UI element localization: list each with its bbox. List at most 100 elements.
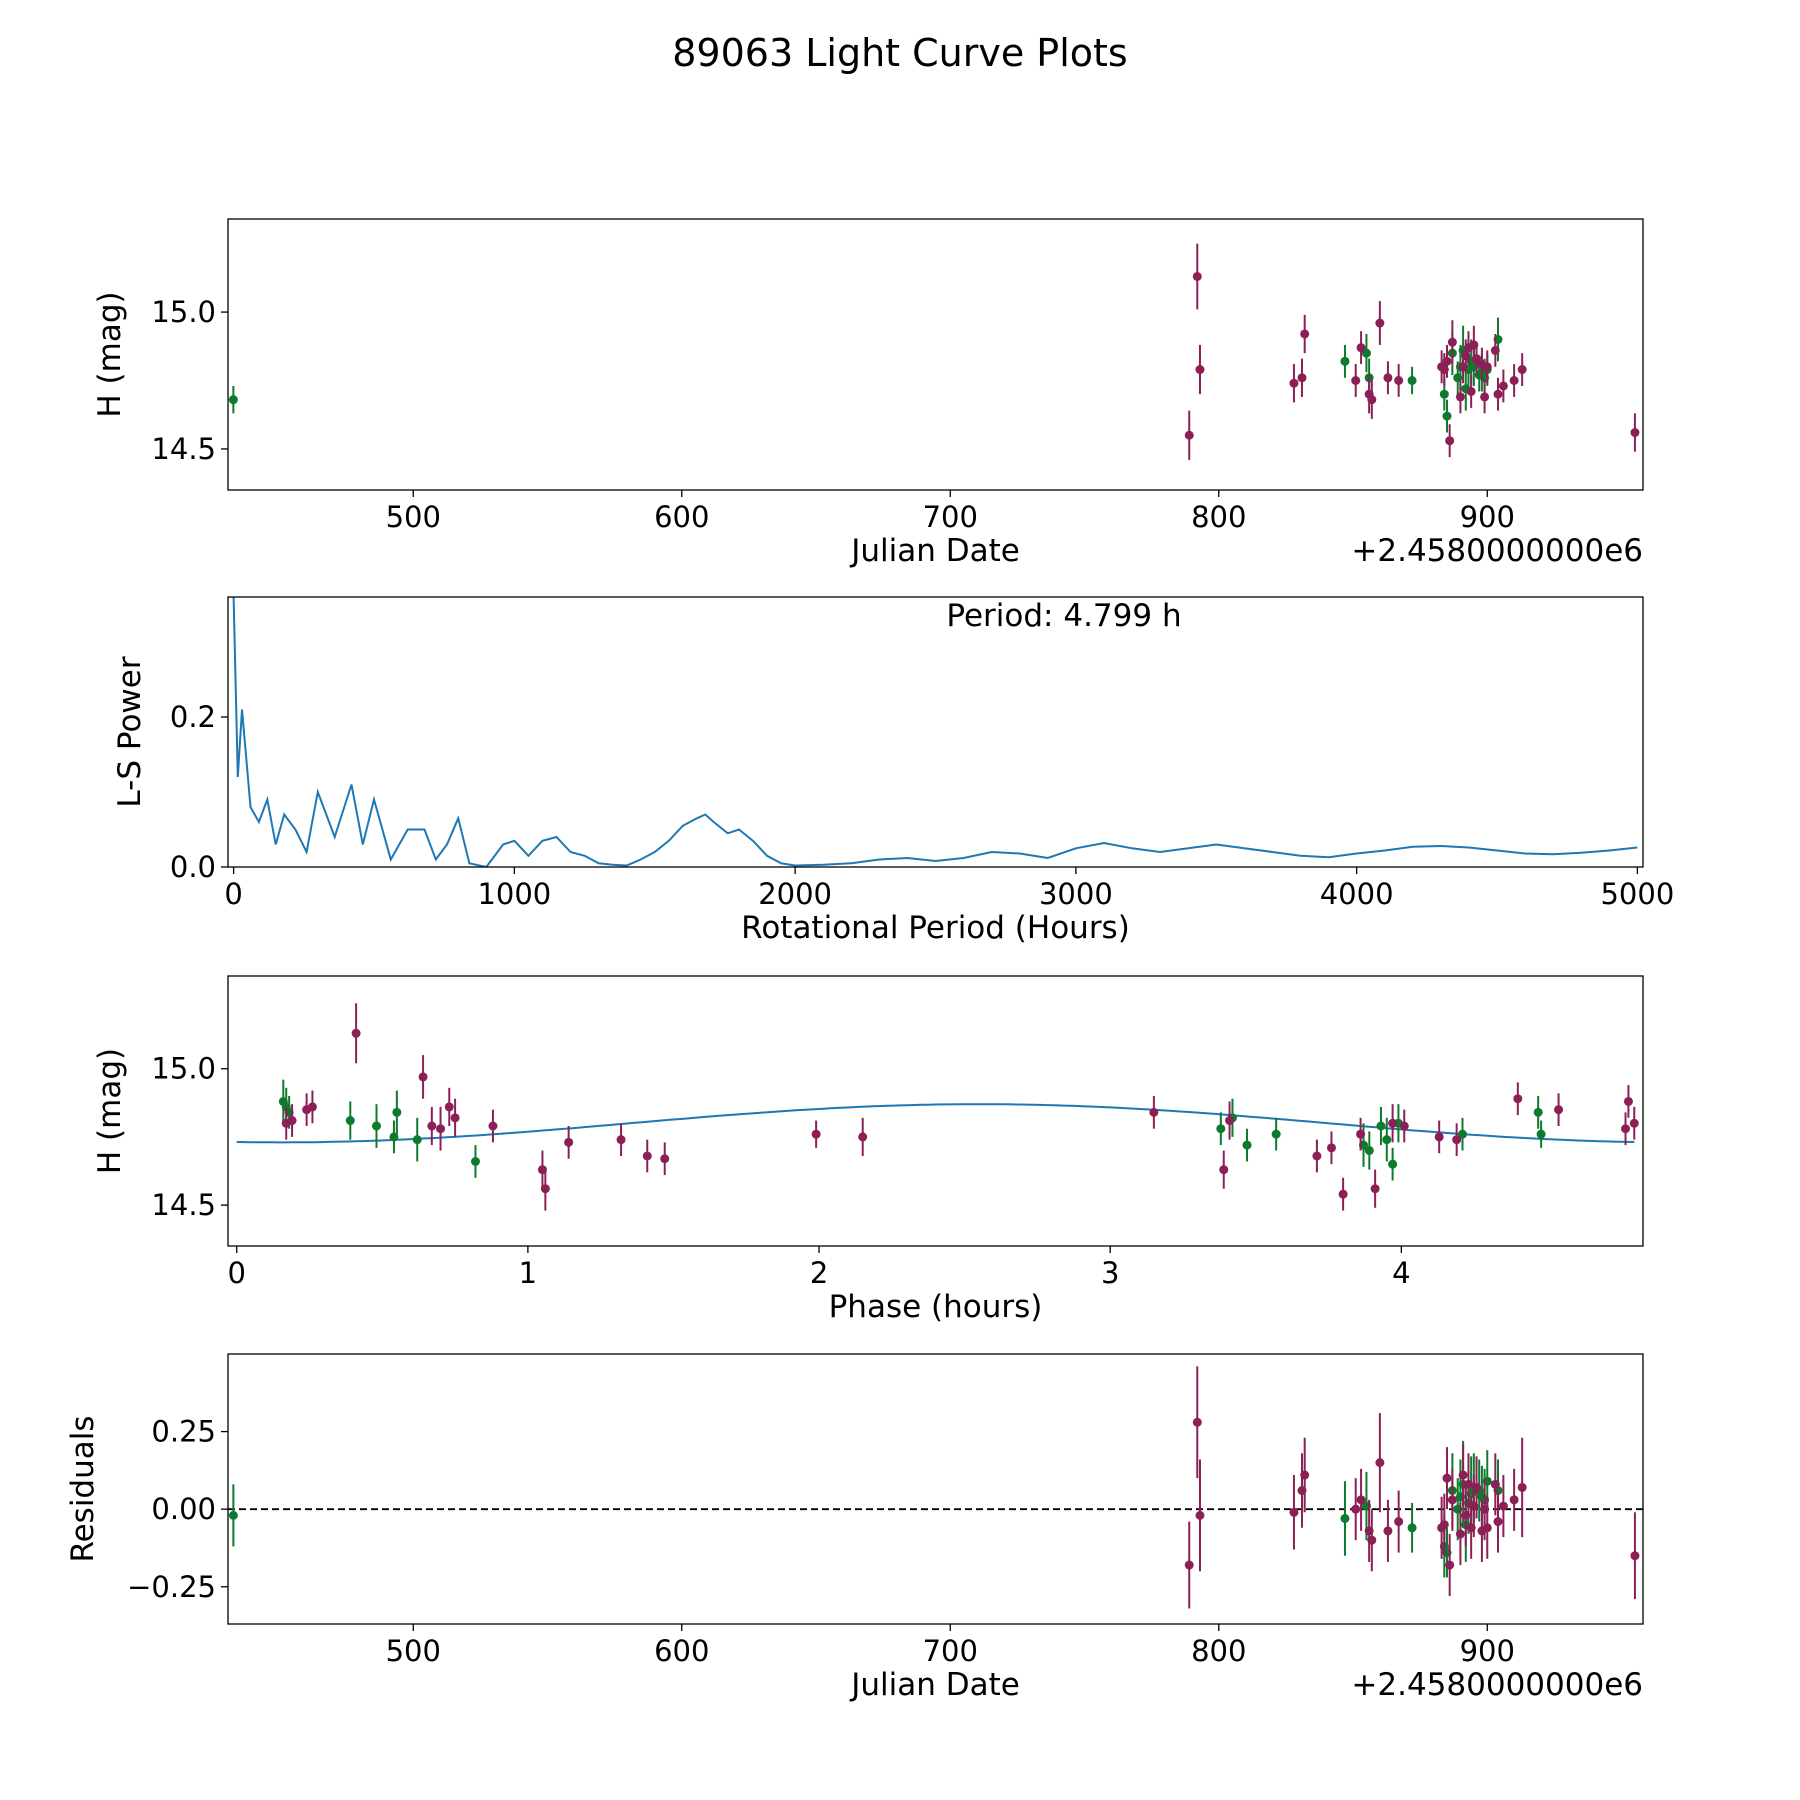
green-data-point [371,1121,381,1131]
x-tick-label: 4000 [1320,877,1394,911]
plot-area [236,1003,1639,1211]
plot-area [232,597,1638,867]
y-tick-label: 0.00 [151,1492,216,1526]
green-data-point [1388,1159,1398,1169]
x-axis-label: Phase (hours) [829,1289,1043,1325]
purple-data-point [1356,1495,1366,1505]
purple-data-point [1480,392,1490,402]
x-tick-label: 2000 [758,877,832,911]
y-tick-label: 0.0 [170,850,216,884]
y-tick-label: 15.0 [151,295,216,329]
purple-data-point [1442,1473,1452,1483]
green-data-point [1407,376,1417,386]
x-tick-label: 500 [386,500,441,534]
phase-folded-light-curve-panel: 0 1 2 3 4 14.5 15.0 Phase (hours) H (mag) [92,975,1644,1325]
purple-data-point [1630,428,1640,438]
y-tick-label: 0.25 [151,1415,216,1449]
green-data-point [1364,1146,1374,1156]
axes-frame [227,596,1644,868]
purple-data-point [1326,1143,1336,1153]
x-tick-label: 0 [228,1256,246,1290]
purple-data-point [1517,365,1527,375]
green-data-point [389,1132,399,1142]
purple-data-point [660,1154,670,1164]
purple-data-point [1629,1118,1639,1128]
purple-data-point [858,1132,868,1142]
y-tick-label: 0.2 [170,700,216,734]
purple-data-point [1554,1105,1564,1115]
purple-data-point [1375,1458,1385,1468]
plot-area [228,1366,1643,1609]
purple-data-point [1498,1501,1508,1511]
green-data-point [1340,356,1350,366]
x-tick-label: 600 [654,1634,709,1668]
purple-data-point [564,1137,574,1147]
green-data-point [1439,389,1449,399]
purple-data-point [1455,1529,1465,1539]
purple-data-point [1192,271,1202,281]
x-axis-offset-label: +2.4580000000e6 [1351,1667,1643,1703]
purple-data-point [1452,1135,1462,1145]
figure-title: 89063 Light Curve Plots [672,31,1127,75]
purple-data-point [1192,1417,1202,1427]
purple-data-point [427,1121,437,1131]
lomb-scargle-periodogram-panel: 0 1000 2000 3000 4000 5000 0.0 0.2 Rotational Pe… [112,596,1674,946]
green-data-point [1457,1129,1467,1139]
green-data-point [1376,1121,1386,1131]
purple-data-point [1289,1507,1299,1517]
purple-data-point [1490,345,1500,355]
axes-frame [227,1353,1644,1625]
purple-data-point [1300,1470,1310,1480]
purple-data-point [1509,376,1519,386]
purple-data-point [351,1028,361,1038]
x-tick-label: 800 [1191,1634,1246,1668]
subplots: 500 600 700 800 900 14.5 15.0 Julian Date H (mag… [65,218,1674,1703]
x-axis-label: Rotational Period (Hours) [741,910,1130,946]
purple-data-point [488,1121,498,1131]
purple-data-point [1445,1560,1455,1570]
purple-data-point [540,1184,550,1194]
purple-data-point [1289,378,1299,388]
x-tick-label: 1000 [477,877,551,911]
purple-data-point [1509,1495,1519,1505]
purple-data-point [1383,1526,1393,1536]
purple-data-point [1466,386,1476,396]
purple-data-point [1623,1096,1633,1106]
purple-data-point [1195,1510,1205,1520]
purple-data-point [1394,376,1404,386]
x-axis-label: Julian Date [849,1667,1020,1703]
purple-data-point [1493,1517,1503,1527]
purple-data-point [1367,395,1377,405]
purple-data-point [1184,1560,1194,1570]
y-axis-label: H (mag) [92,291,128,417]
purple-data-point [1225,1116,1235,1126]
purple-data-point [1351,1504,1361,1514]
purple-data-point [1375,318,1385,328]
green-data-point [1271,1129,1281,1139]
purple-data-point [1370,1184,1380,1194]
purple-data-point [1434,1132,1444,1142]
purple-data-point [1463,1479,1473,1489]
purple-data-point [1219,1165,1229,1175]
purple-data-point [1399,1121,1409,1131]
x-axis-label: Julian Date [849,533,1020,569]
purple-data-point [1458,1470,1468,1480]
green-data-point [1407,1523,1417,1533]
purple-data-point [307,1102,317,1112]
x-tick-label: 600 [654,500,709,534]
purple-data-point [616,1135,626,1145]
purple-data-point [1394,1517,1404,1527]
y-tick-label: 14.5 [151,432,216,466]
purple-data-point [1447,1495,1457,1505]
y-axis-label: H (mag) [92,1048,128,1174]
green-data-point [345,1116,355,1126]
period-annotation: Period: 4.799 h [946,598,1181,634]
purple-data-point [1493,389,1503,399]
purple-data-point [1517,1482,1527,1492]
purple-data-point [1482,1523,1492,1533]
x-tick-label: 3 [1101,1256,1119,1290]
green-data-point [1242,1140,1252,1150]
x-tick-label: 900 [1460,500,1515,534]
x-tick-label: 0 [224,877,242,911]
